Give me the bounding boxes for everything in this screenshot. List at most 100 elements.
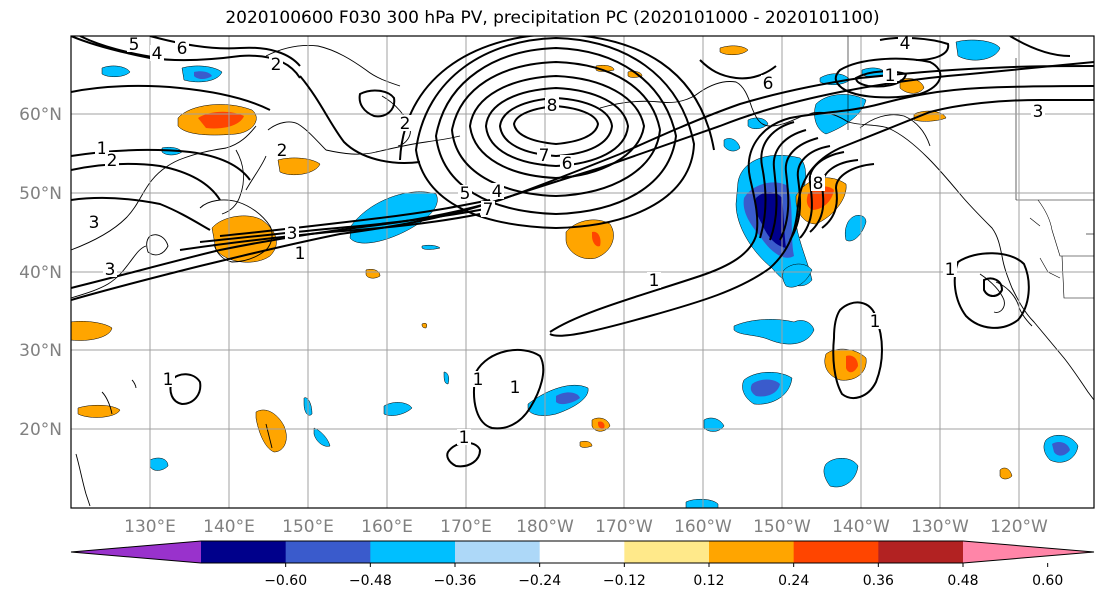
contour-label-bg [560, 155, 574, 171]
contour-label-bg [537, 147, 551, 163]
colorbar-swatch [709, 541, 795, 563]
contour-label-bg [127, 36, 141, 52]
contour-label: 1 [870, 312, 881, 332]
contour-label-bg [457, 429, 471, 445]
colorbar-tick-label: 0.60 [1032, 573, 1063, 589]
contour-label: 7 [539, 146, 550, 166]
contour-label: 8 [813, 174, 824, 194]
colorbar-tick-label: 0.48 [947, 573, 978, 589]
colorbar-tick-label: −0.36 [434, 573, 477, 589]
contour-label: 8 [547, 96, 558, 116]
contour-label-bg [811, 175, 825, 191]
contour-label: 6 [562, 154, 573, 174]
contour-label-bg [508, 379, 522, 395]
colorbar-outline [70, 540, 1095, 564]
contour-label-bg [868, 313, 882, 329]
contour-label-bg [490, 183, 504, 199]
lon-label: 140°W [832, 517, 890, 537]
lat-label: 20°N [19, 420, 62, 440]
colorbar-tick-labels: −0.60 −0.48 −0.36 −0.24 −0.12 0.12 0.24 0.36 0.4… [264, 563, 1063, 589]
colorbar-tick-label: 0.36 [863, 573, 894, 589]
contour-label-bg [761, 75, 775, 91]
lon-label: 160°E [361, 517, 413, 537]
contour-label-bg [481, 201, 495, 217]
colorbar [70, 540, 1095, 564]
contour-label: 2 [271, 55, 282, 75]
colorbar-tick-label: −0.24 [518, 573, 561, 589]
contour-label: 6 [763, 74, 774, 94]
colorbar-tick-label: 0.24 [778, 573, 809, 589]
lon-label: 140°E [203, 517, 255, 537]
colorbar-swatch [370, 541, 456, 563]
contour-label: 4 [152, 44, 163, 64]
contour-label: 1 [459, 428, 470, 448]
contour-label: 1 [649, 271, 660, 291]
lon-label: 130°E [124, 517, 176, 537]
lon-label: 150°E [282, 517, 334, 537]
colorbar-swatch [201, 541, 287, 563]
colorbar-extend-max [963, 541, 1094, 563]
lon-label: 170°W [595, 517, 653, 537]
colorbar-tick-label: −0.48 [349, 573, 392, 589]
contour-label: 2 [107, 151, 118, 171]
contour-label-bg [458, 185, 472, 201]
contour-label: 1 [295, 244, 306, 264]
colorbar-swatch [624, 541, 710, 563]
lat-label: 40°N [19, 263, 62, 283]
contour-label-bg [1031, 103, 1045, 119]
contour-label: 3 [1033, 102, 1044, 122]
lat-label: 50°N [19, 184, 62, 204]
contour-label-bg [398, 115, 412, 131]
contour-label-bg [471, 371, 485, 387]
lon-label: 150°W [753, 517, 811, 537]
contour-label: 5 [460, 184, 471, 204]
lat-label: 30°N [19, 341, 62, 361]
colorbar-tick-label: −0.12 [603, 573, 646, 589]
contour-label: 1 [510, 378, 521, 398]
contour-label: 3 [89, 213, 100, 233]
contour-label: 3 [105, 260, 116, 280]
lon-label: 180°W [516, 517, 574, 537]
contour-label: 4 [900, 34, 911, 54]
contour-label-bg [647, 272, 661, 288]
contour-label-bg [883, 67, 897, 83]
contour-label: 1 [97, 139, 108, 159]
contour-label-bg [275, 142, 289, 158]
contour-label-bg [269, 56, 283, 72]
contour-label-bg [150, 45, 164, 61]
latitude-labels: 60°N 50°N 40°N 30°N 20°N [19, 105, 62, 440]
lon-label: 130°W [911, 517, 969, 537]
contour-label: 1 [945, 260, 956, 280]
lon-label: 170°E [440, 517, 492, 537]
colorbar-extend-min [71, 541, 201, 563]
colorbar-tick-label: −0.60 [264, 573, 307, 589]
contour-label: 4 [492, 182, 503, 202]
colorbar-swatch [539, 541, 625, 563]
lat-label: 60°N [19, 105, 62, 125]
contour-label: 2 [400, 114, 411, 134]
contour-label: 3 [287, 224, 298, 244]
contour-label: 1 [885, 66, 896, 86]
contour-label-bg [87, 214, 101, 230]
contour-label: 2 [277, 141, 288, 161]
contour-label: 1 [163, 370, 174, 390]
colorbar-swatch [878, 541, 964, 563]
contour-label: 6 [177, 39, 188, 59]
contour-label-bg [161, 371, 175, 387]
colorbar-swatch [285, 541, 371, 563]
contour-label: 5 [129, 35, 140, 55]
contour-label-bg [105, 152, 119, 168]
precip-pc-shading [71, 39, 1079, 508]
contour-label-bg [293, 245, 307, 261]
contour-label-bg [103, 261, 117, 277]
colorbar-tick-label: 0.12 [693, 573, 724, 589]
contour-label-bg [175, 40, 189, 56]
colorbar-swatch [793, 541, 879, 563]
contour-label-bg [285, 225, 299, 241]
lon-label: 120°W [990, 517, 1048, 537]
map-frame [70, 35, 1095, 509]
contour-label-bg [943, 261, 957, 277]
colorbar-swatch [455, 541, 541, 563]
